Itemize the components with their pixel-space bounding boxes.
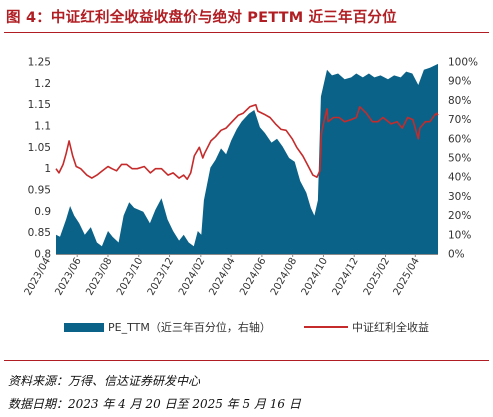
title-rule <box>4 32 489 33</box>
y-right-tick-label: 80% <box>448 95 471 107</box>
y-right-tick-label: 30% <box>448 191 471 203</box>
y-right-tick-label: 70% <box>448 114 471 126</box>
x-tick-label: 2023/04 <box>23 256 53 297</box>
chart-title: 图 4：中证红利全收益收盘价与绝对 PETTM 近三年百分位 <box>6 10 397 26</box>
y-left-tick-label: 1.1 <box>34 121 51 133</box>
y-left-tick-label: 1.15 <box>28 99 51 111</box>
y-right-tick-label: 40% <box>448 172 471 184</box>
x-tick-label: 2024/02 <box>177 256 207 297</box>
x-tick-label: 2024/08 <box>269 256 299 297</box>
legend-swatch-line <box>304 326 348 328</box>
x-tick-label: 2023/06 <box>53 256 83 297</box>
y-right-tick-label: 50% <box>448 153 471 165</box>
y-left-tick-label: 0.85 <box>28 227 51 239</box>
y-right-tick-label: 60% <box>448 133 471 145</box>
y-left-tick-label: 0.9 <box>34 206 51 218</box>
legend-item-pe: PE_TTM（近三年百分位，右轴） <box>64 318 271 336</box>
legend-label-index: 中证红利全收益 <box>352 321 429 334</box>
y-left-tick-label: 1 <box>44 163 51 175</box>
y-left-tick-label: 1.2 <box>34 78 51 90</box>
y-right-tick-label: 90% <box>448 76 471 88</box>
footer-rule <box>4 360 489 361</box>
x-tick-label: 2023/10 <box>115 256 145 297</box>
y-right-tick-label: 100% <box>448 57 478 69</box>
x-tick-label: 2024/12 <box>331 256 361 297</box>
y-left-tick-label: 0.8 <box>34 249 51 261</box>
y-right-tick-label: 0% <box>448 249 465 261</box>
y-left-tick-label: 0.95 <box>28 185 51 197</box>
chart-plot: 0.8 0.85 0.9 0.95 1 1.05 1.1 1.15 1.2 1.25 0% 10% 20… <box>23 57 478 298</box>
source-note: 资料来源：万得、信达证券研发中心 <box>8 374 201 388</box>
x-tick-label: 2025/02 <box>362 256 392 297</box>
pe-area-series <box>56 63 438 255</box>
x-tick-label: 2024/04 <box>207 256 237 297</box>
y-left-tick-label: 1.05 <box>28 142 51 154</box>
x-tick-label: 2023/08 <box>84 256 114 297</box>
x-tick-label: 2024/10 <box>300 256 330 297</box>
y-right-tick-label: 20% <box>448 210 471 222</box>
x-tick-label: 2024/06 <box>238 256 268 297</box>
date-note: 数据日期：2023 年 4 月 20 日至 2025 年 5 月 16 日 <box>8 397 301 411</box>
x-tick-label: 2025/04 <box>392 256 422 297</box>
x-tick-label: 2023/12 <box>146 256 176 297</box>
legend-swatch-area <box>64 322 104 332</box>
legend-label-pe: PE_TTM（近三年百分位，右轴） <box>108 321 271 334</box>
legend-item-index: 中证红利全收益 <box>304 318 429 336</box>
y-right-tick-label: 10% <box>448 229 471 241</box>
index-line-series <box>55 103 439 181</box>
y-left-tick-label: 1.25 <box>28 57 51 69</box>
